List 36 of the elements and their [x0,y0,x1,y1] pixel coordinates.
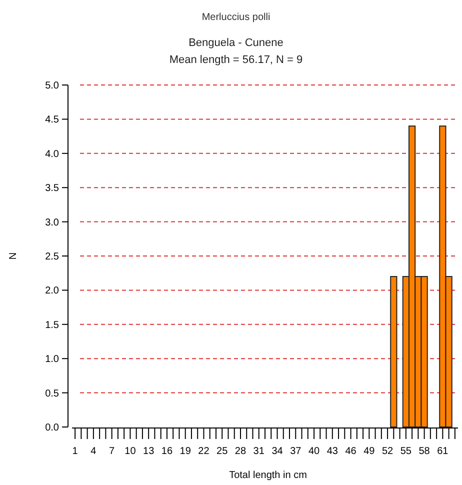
x-tick-label: 34 [272,446,284,457]
x-tick-label: 25 [216,446,228,457]
x-tick-label: 28 [234,446,246,457]
x-tick-label: 58 [418,446,430,457]
x-tick-label: 1 [72,446,78,457]
x-tick-label: 55 [400,446,412,457]
x-tick-label: 4 [90,446,97,457]
y-tick-label: 1.5 [45,320,60,331]
x-tick-label: 22 [198,446,210,457]
y-tick-label: 2.5 [45,252,60,262]
chart-title: Merluccius polli [202,12,270,23]
chart-subtitle: Benguela - Cunene Mean length = 56.17, N = 9 [169,37,303,66]
y-tick-label: 2.0 [45,286,60,297]
x-tick-label: 52 [382,446,394,457]
y-axis-title: N [8,252,19,260]
y-tick-label: 1.0 [45,354,60,366]
x-tick-label: 49 [364,446,376,457]
y-tick-label: 0.0 [45,422,60,434]
x-tick-label: 31 [253,446,265,457]
y-tick-label: 3.0 [45,217,60,228]
x-tick-label: 40 [308,446,320,457]
x-tick-label: 16 [161,446,173,457]
x-tick-label: 7 [109,446,116,457]
x-tick-label: 10 [124,446,136,457]
x-tick-label: 37 [290,446,302,457]
x-axis-title: Total length in cm [229,470,307,481]
x-tick-label: 13 [143,446,155,457]
x-tick-label: 19 [180,446,192,457]
y-tick-label: 3.5 [45,183,60,194]
y-tick-label: 5.0 [45,80,60,92]
x-tick-label: 43 [326,446,338,457]
y-tick-label: 4.5 [45,114,60,126]
x-tick-label: 46 [345,446,357,457]
y-tick-label: 4.0 [45,148,60,160]
x-tick-label: 61 [437,446,449,457]
y-tick-label: 0.5 [45,388,60,400]
